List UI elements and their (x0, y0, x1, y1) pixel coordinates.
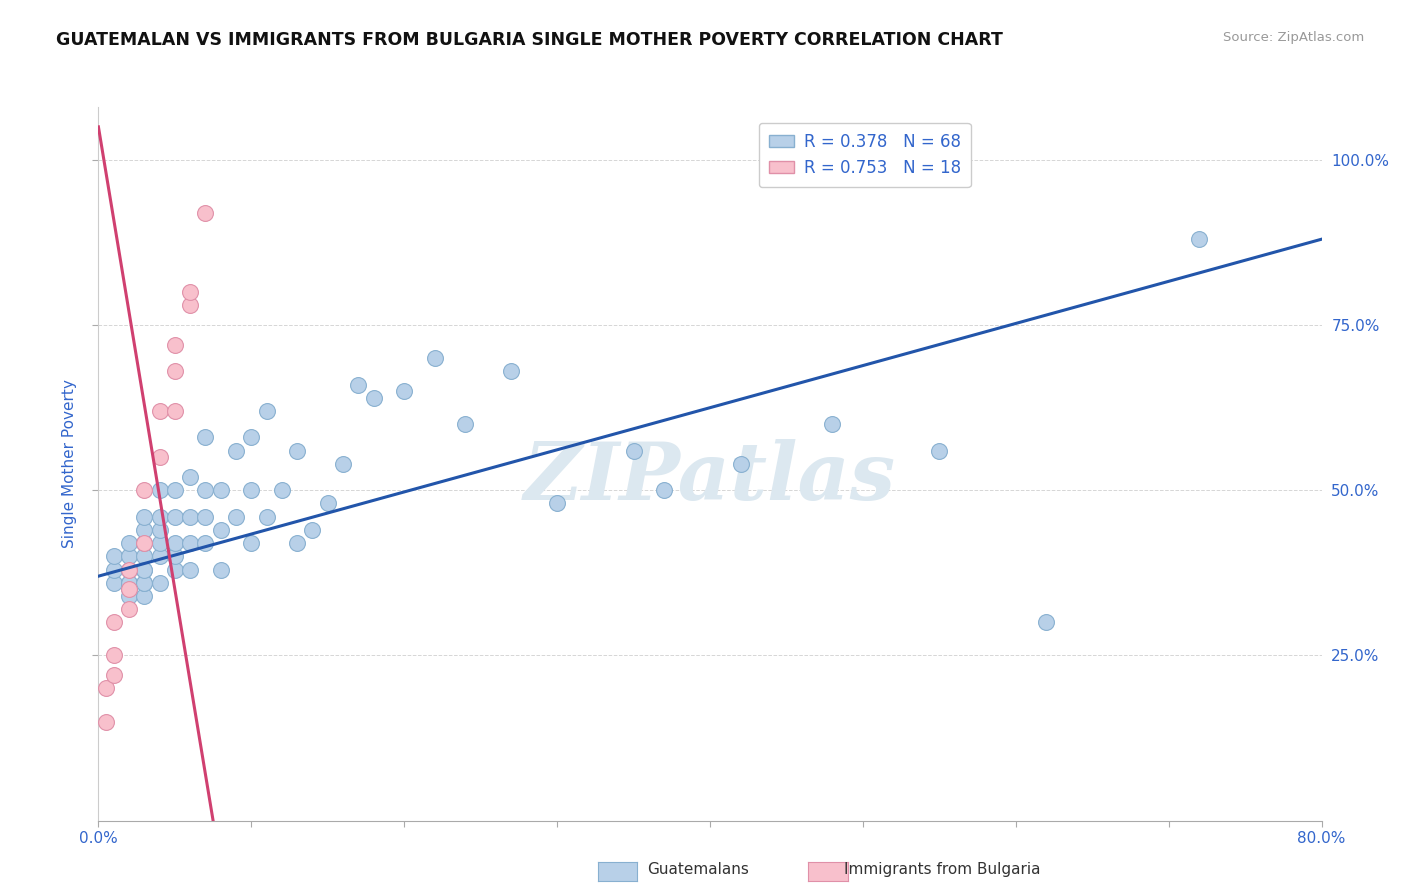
Text: Guatemalans: Guatemalans (647, 863, 748, 877)
Point (194, 483, 217, 498)
Point (821, 417, 844, 432)
Point (423, 351, 446, 365)
Point (225, 509, 247, 524)
Point (103, 549, 125, 564)
Text: Immigrants from Bulgaria: Immigrants from Bulgaria (844, 863, 1040, 877)
Point (332, 457, 354, 471)
Point (149, 450, 172, 465)
Point (347, 377, 370, 392)
Point (209, 563, 232, 577)
Point (149, 509, 172, 524)
Point (94, 714, 117, 729)
Point (149, 523, 172, 537)
Point (285, 536, 308, 550)
Point (134, 536, 156, 550)
Point (163, 483, 186, 498)
Y-axis label: Single Mother Poverty: Single Mother Poverty (62, 379, 77, 549)
Point (301, 523, 323, 537)
Point (149, 404, 172, 418)
Point (179, 563, 201, 577)
Point (1035, 615, 1057, 630)
Point (134, 563, 156, 577)
Point (392, 384, 416, 399)
Point (163, 509, 186, 524)
Point (134, 523, 156, 537)
Point (454, 417, 477, 432)
Point (103, 648, 125, 663)
Point (149, 575, 172, 590)
Point (134, 549, 156, 564)
Point (118, 582, 141, 597)
Point (118, 536, 141, 550)
Point (179, 285, 201, 299)
Point (256, 404, 278, 418)
Point (546, 496, 568, 510)
Point (730, 457, 752, 471)
Text: Source: ZipAtlas.com: Source: ZipAtlas.com (1223, 31, 1364, 45)
Point (134, 563, 156, 577)
Point (225, 443, 247, 458)
Legend: R = 0.378   N = 68, R = 0.753   N = 18: R = 0.378 N = 68, R = 0.753 N = 18 (759, 122, 970, 186)
Point (118, 549, 141, 564)
Point (179, 470, 201, 484)
Point (103, 563, 125, 577)
Point (163, 563, 186, 577)
Point (134, 483, 156, 498)
Point (194, 509, 217, 524)
Point (194, 430, 217, 444)
Point (163, 364, 186, 378)
Point (163, 404, 186, 418)
Point (256, 509, 278, 524)
Point (285, 443, 308, 458)
Point (134, 575, 156, 590)
Point (316, 496, 339, 510)
Text: GUATEMALAN VS IMMIGRANTS FROM BULGARIA SINGLE MOTHER POVERTY CORRELATION CHART: GUATEMALAN VS IMMIGRANTS FROM BULGARIA S… (56, 31, 1002, 49)
Point (134, 509, 156, 524)
Point (149, 483, 172, 498)
Point (194, 536, 217, 550)
Point (1188, 232, 1211, 246)
Point (240, 483, 263, 498)
Point (623, 443, 645, 458)
Point (134, 589, 156, 603)
Point (209, 483, 232, 498)
Point (209, 523, 232, 537)
Point (179, 298, 201, 312)
Point (179, 536, 201, 550)
Point (240, 430, 263, 444)
Point (163, 549, 186, 564)
Text: ZIPatlas: ZIPatlas (524, 440, 896, 516)
Point (652, 483, 675, 498)
Point (118, 582, 141, 597)
Point (194, 206, 217, 220)
Point (163, 338, 186, 352)
Point (163, 536, 186, 550)
Point (134, 536, 156, 550)
Point (103, 615, 125, 630)
Point (118, 563, 141, 577)
Point (179, 509, 201, 524)
Point (363, 391, 385, 405)
Point (94, 681, 117, 696)
Point (103, 575, 125, 590)
Point (240, 536, 263, 550)
Point (118, 575, 141, 590)
Point (270, 483, 292, 498)
Point (149, 536, 172, 550)
Point (103, 668, 125, 682)
Point (928, 443, 950, 458)
Point (118, 589, 141, 603)
Point (501, 364, 523, 378)
Point (118, 575, 141, 590)
Point (118, 602, 141, 616)
Point (118, 563, 141, 577)
Point (134, 575, 156, 590)
Point (149, 549, 172, 564)
